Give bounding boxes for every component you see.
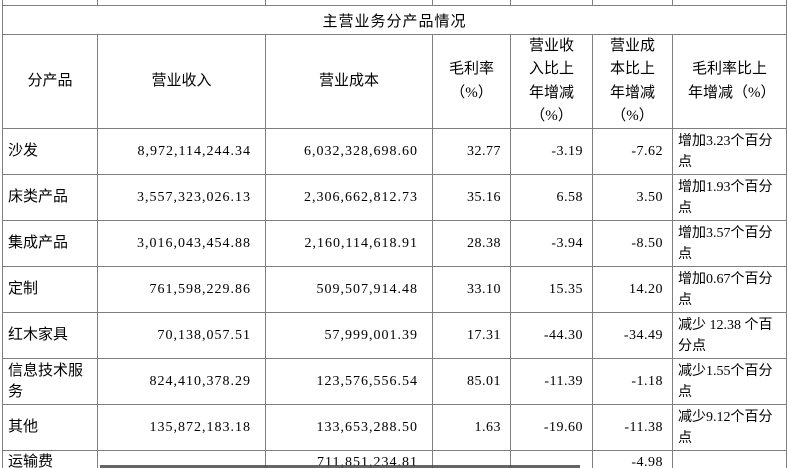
- revenue-cell: 824,410,378.29: [97, 358, 266, 405]
- cost-change-cell: -4.98: [592, 450, 673, 468]
- product-name-cell: 床类产品: [2, 174, 98, 221]
- margin-change-cell: [672, 450, 787, 468]
- product-name-cell: 信息技术服务: [2, 358, 98, 405]
- revenue-change-cell: -44.30: [510, 312, 593, 359]
- revenue-cell: 8,972,114,244.34: [97, 128, 266, 175]
- cost-cell: 2,306,662,812.73: [265, 174, 433, 221]
- margin-change-cell: 增加0.67个百分点: [672, 266, 787, 313]
- clipped-text-remnant: [100, 465, 580, 468]
- cost-change-cell: -1.18: [592, 358, 673, 405]
- cost-cell: 711,851,234.81: [265, 450, 433, 468]
- revenue-change-cell: -11.39: [510, 358, 593, 405]
- table-title-row: 主营业务分产品情况: [2, 5, 787, 35]
- margin-change-cell: 增加3.57个百分点: [672, 220, 787, 267]
- table-row: 集成产品 3,016,043,454.88 2,160,114,618.91 2…: [2, 220, 787, 267]
- gross-margin-cell: 28.38: [432, 220, 511, 267]
- revenue-cell: 135,872,183.18: [97, 404, 266, 451]
- table-row: 运输费 711,851,234.81 -4.98: [2, 450, 787, 468]
- margin-change-cell: 减少 12.38 个百分点: [672, 312, 787, 359]
- cost-cell: 57,999,001.39: [265, 312, 433, 359]
- table-row: 床类产品 3,557,323,026.13 2,306,662,812.73 3…: [2, 174, 787, 221]
- table-row: 沙发 8,972,114,244.34 6,032,328,698.60 32.…: [2, 128, 787, 175]
- cost-cell: 509,507,914.48: [265, 266, 433, 313]
- cost-change-cell: 14.20: [592, 266, 673, 313]
- revenue-cell: 70,138,057.51: [97, 312, 266, 359]
- revenue-change-cell: 15.35: [510, 266, 593, 313]
- gross-margin-cell: 35.16: [432, 174, 511, 221]
- revenue-change-cell: -3.19: [510, 128, 593, 175]
- margin-change-cell: 减少9.12个百分点: [672, 404, 787, 451]
- cost-change-cell: -8.50: [592, 220, 673, 267]
- gross-margin-cell: 32.77: [432, 128, 511, 175]
- revenue-cell: 3,016,043,454.88: [97, 220, 266, 267]
- table-title: 主营业务分产品情况: [2, 5, 787, 35]
- cost-cell: 2,160,114,618.91: [265, 220, 433, 267]
- revenue-cell: 761,598,229.86: [97, 266, 266, 313]
- gross-margin-cell: 33.10: [432, 266, 511, 313]
- product-name-cell: 其他: [2, 404, 98, 451]
- cost-cell: 6,032,328,698.60: [265, 128, 433, 175]
- table-header-row: 分产品 营业收入 营业成本 毛利率（%） 营业收入比上年增减（%） 营业成本比上…: [2, 34, 787, 129]
- cost-change-cell: -7.62: [592, 128, 673, 175]
- gross-margin-cell: 1.63: [432, 404, 511, 451]
- cost-change-cell: -11.38: [592, 404, 673, 451]
- product-name-cell: 沙发: [2, 128, 98, 175]
- cost-cell: 123,576,556.54: [265, 358, 433, 405]
- column-header-margin-change: 毛利率比上年增减（%）: [672, 34, 787, 129]
- gross-margin-cell: 85.01: [432, 358, 511, 405]
- column-header-product: 分产品: [2, 34, 98, 129]
- column-header-cost-change: 营业成本比上年增减（%）: [592, 34, 673, 129]
- cost-cell: 133,653,288.50: [265, 404, 433, 451]
- table-row: 其他 135,872,183.18 133,653,288.50 1.63 -1…: [2, 404, 787, 451]
- table-row: 定制 761,598,229.86 509,507,914.48 33.10 1…: [2, 266, 787, 313]
- cost-change-cell: 3.50: [592, 174, 673, 221]
- table-row: 信息技术服务 824,410,378.29 123,576,556.54 85.…: [2, 358, 787, 405]
- product-name-cell: 定制: [2, 266, 98, 313]
- column-header-gross-margin: 毛利率（%）: [432, 34, 511, 129]
- revenue-cell: 3,557,323,026.13: [97, 174, 266, 221]
- column-header-revenue: 营业收入: [97, 34, 266, 129]
- product-name-cell: 红木家具: [2, 312, 98, 359]
- table-row: 红木家具 70,138,057.51 57,999,001.39 17.31 -…: [2, 312, 787, 359]
- column-header-revenue-change: 营业收入比上年增减（%）: [510, 34, 593, 129]
- product-name-cell: 运输费: [2, 450, 98, 468]
- revenue-change-cell: -3.94: [510, 220, 593, 267]
- revenue-change-cell: -19.60: [510, 404, 593, 451]
- cost-change-cell: -34.49: [592, 312, 673, 359]
- column-header-cost: 营业成本: [265, 34, 433, 129]
- revenue-change-cell: 6.58: [510, 174, 593, 221]
- product-name-cell: 集成产品: [2, 220, 98, 267]
- gross-margin-cell: 17.31: [432, 312, 511, 359]
- margin-change-cell: 增加3.23个百分点: [672, 128, 787, 175]
- margin-change-cell: 减少1.55个百分点: [672, 358, 787, 405]
- margin-change-cell: 增加1.93个百分点: [672, 174, 787, 221]
